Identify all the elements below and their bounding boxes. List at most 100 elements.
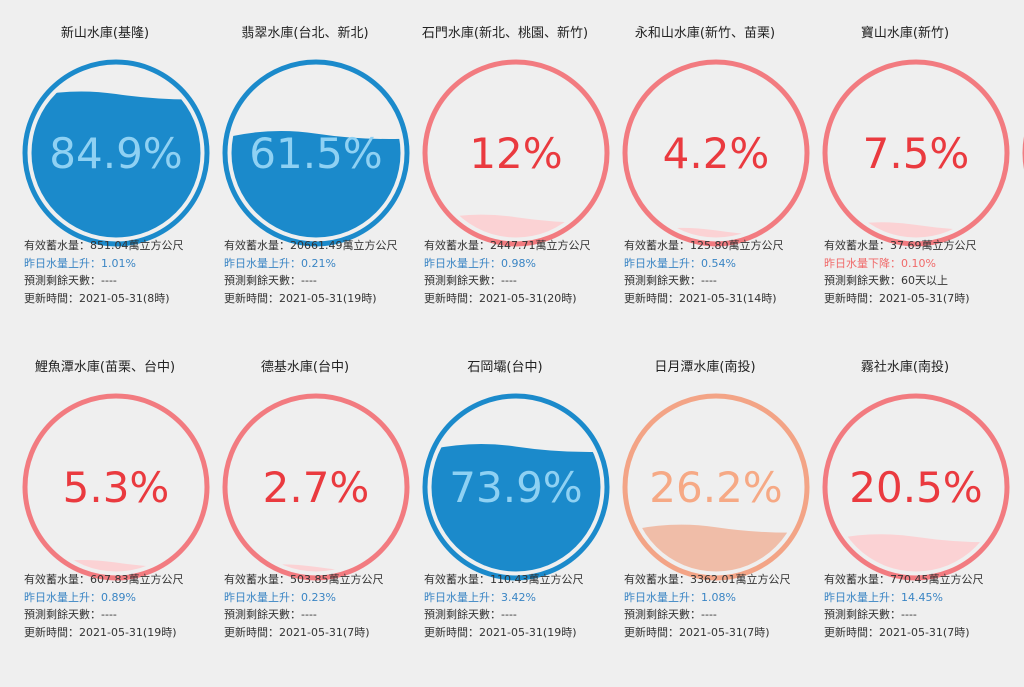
days-line-value: ---- [101, 608, 117, 622]
change-line: 昨日水量上升：0.89% [24, 589, 204, 607]
capacity-line-label: 有效蓄水量： [24, 239, 90, 252]
gauge-ring [22, 59, 210, 247]
capacity-line-label: 有效蓄水量： [424, 573, 490, 586]
reservoir-card: 翡翠水庫(台北、新北) 61.5% 有效蓄水量：20661.49萬立方公尺昨日水量上… [212, 22, 412, 342]
reservoir-info: 有效蓄水量：607.83萬立方公尺 昨日水量上升：0.89% 預測剩餘天數：----… [24, 571, 204, 641]
reservoir-card: 日月潭水庫(南投) 26.2% 有效蓄水量：3362.01萬立方公尺 昨日水量上升：1… [612, 356, 812, 676]
updated-line-label: 更新時間： [24, 291, 79, 305]
change-line-label: 昨日水量上升： [224, 590, 301, 604]
water-level-gauge [1022, 136, 1024, 170]
reservoir-card: 石岡壩(台中) 73.9% 有效蓄水量：110.43萬立方公尺 昨日水量上升：3.42… [412, 356, 612, 676]
capacity-line-value: 851.04萬立方公尺 [90, 239, 184, 252]
updated-line: 更新時間：2021-05-31(19時) [24, 624, 204, 642]
updated-line: 更新時間：2021-05-31(7時) [624, 624, 804, 642]
updated-line-label: 更新時間： [224, 625, 279, 639]
updated-line-value: 2021-05-31(19時) [479, 625, 577, 639]
updated-line-label: 更新時間： [824, 625, 879, 639]
updated-line-value: 2021-05-31(8時) [79, 291, 170, 305]
change-line-label: 昨日水量上升： [624, 590, 701, 604]
reservoir-card: 鯉魚潭水庫(苗栗、台中) 5.3% 有效蓄水量：607.83萬立方公尺 昨日水量上升：… [12, 356, 212, 676]
change-line-value: 0.10% [901, 256, 936, 270]
change-line: 昨日水量上升：1.01% [24, 255, 204, 273]
gauge-ring [222, 59, 410, 247]
capacity-line-value: 110.43萬立方公尺 [490, 573, 584, 586]
reservoir-info: 有效蓄水量：3362.01萬立方公尺 昨日水量上升：1.08% 預測剩餘天數：---… [624, 571, 804, 641]
reservoir-name: 寶山水庫(新竹) [860, 26, 950, 41]
water-level-gauge: 61.5% [222, 59, 410, 247]
days-line-value: ---- [501, 274, 517, 288]
reservoir-name: 翡翠水庫(台北、新北) [241, 26, 369, 41]
water-level-gauge: 20.5% [822, 393, 1010, 581]
water-fill [431, 214, 601, 238]
water-fill [431, 444, 601, 572]
capacity-line: 有效蓄水量：3362.01萬立方公尺 [624, 571, 804, 589]
reservoir-info: 有效蓄水量：770.45萬立方公尺 昨日水量上升：14.45% 預測剩餘天數：---… [824, 571, 1004, 641]
reservoir-info: 有效蓄水量：2447.71萬立方公尺 昨日水量上升：0.98% 預測剩餘天數：---… [424, 237, 604, 307]
percent-label: 7.5% [863, 129, 970, 178]
updated-line: 更新時間：2021-05-31(19時) [424, 624, 604, 642]
updated-line-value: 2021-05-31(7時) [279, 625, 370, 639]
updated-line: 更新時間：2021-05-31(7時) [224, 624, 404, 642]
percent-label: 20.5% [849, 463, 982, 512]
days-line: 預測剩餘天數：---- [824, 606, 1004, 624]
reservoir-card [1012, 22, 1024, 342]
water-fill [31, 91, 201, 238]
days-line: 預測剩餘天數：---- [424, 272, 604, 290]
reservoir-info: 有效蓄水量：20661.49萬立方公尺 昨日水量上升：0.21% 預測剩餘天數：--… [224, 237, 404, 307]
percent-label: 5.3% [63, 463, 170, 512]
capacity-line: 有效蓄水量：770.45萬立方公尺 [824, 571, 1004, 589]
days-line: 預測剩餘天數：---- [624, 606, 804, 624]
updated-line-value: 2021-05-31(14時) [679, 291, 777, 305]
gauge-ring [622, 393, 810, 581]
reservoir-card: 新山水庫(基隆) 84.9% 有效蓄水量：851.04萬立方公尺 昨日水量上升：1.0… [12, 22, 212, 342]
gauge-ring [22, 393, 210, 581]
change-line: 昨日水量上升：0.21% [224, 255, 404, 273]
change-line: 昨日水量上升：0.23% [224, 589, 404, 607]
days-line-label: 預測剩餘天數： [424, 274, 501, 288]
water-level-gauge: 2.7% [222, 393, 410, 581]
capacity-line-label: 有效蓄水量： [224, 239, 290, 252]
capacity-line-value: 20661.49萬立方公尺 [290, 239, 398, 252]
days-line-value: ---- [901, 608, 917, 622]
reservoir-name: 鯉魚潭水庫(苗栗、台中) [34, 360, 176, 375]
gauge-ring [822, 393, 1010, 581]
days-line-value: ---- [501, 608, 517, 622]
updated-line-label: 更新時間： [624, 291, 679, 305]
reservoir-card: 寶山水庫(新竹) 7.5% 有效蓄水量：37.69萬立方公尺 昨日水量下降：0.10%… [812, 22, 1012, 342]
capacity-line-value: 770.45萬立方公尺 [890, 573, 984, 586]
updated-line-label: 更新時間： [424, 625, 479, 639]
capacity-line: 有效蓄水量：607.83萬立方公尺 [24, 571, 204, 589]
days-line: 預測剩餘天數：---- [24, 272, 204, 290]
gauge-ring [622, 59, 810, 247]
change-line-label: 昨日水量上升： [624, 256, 701, 270]
reservoir-info: 有效蓄水量：110.43萬立方公尺 昨日水量上升：3.42% 預測剩餘天數：----… [424, 571, 604, 641]
reservoir-name: 德基水庫(台中) [260, 360, 350, 375]
updated-line-value: 2021-05-31(19時) [279, 291, 377, 305]
updated-line: 更新時間：2021-05-31(19時) [224, 290, 404, 308]
updated-line: 更新時間：2021-05-31(14時) [624, 290, 804, 308]
change-line: 昨日水量下降：0.10% [824, 255, 1004, 273]
days-line: 預測剩餘天數：60天以上 [824, 272, 1004, 290]
days-line-label: 預測剩餘天數： [224, 608, 301, 622]
reservoir-info: 有效蓄水量：125.80萬立方公尺 昨日水量上升：0.54% 預測剩餘天數：----… [624, 237, 804, 307]
reservoir-card: 霧社水庫(南投) 20.5% 有效蓄水量：770.45萬立方公尺 昨日水量上升：14.… [812, 356, 1012, 676]
capacity-line-value: 607.83萬立方公尺 [90, 573, 184, 586]
days-line-label: 預測剩餘天數： [24, 274, 101, 288]
reservoir-card: 永和山水庫(新竹、苗栗) 4.2% 有效蓄水量：125.80萬立方公尺 昨日水量上升：… [612, 22, 812, 342]
change-line-value: 0.23% [301, 590, 336, 604]
days-line-value: ---- [301, 274, 317, 288]
days-line-value: ---- [701, 608, 717, 622]
updated-line-value: 2021-05-31(20時) [479, 291, 577, 305]
reservoir-name: 石門水庫(新北、桃園、新竹) [421, 26, 589, 41]
reservoir-info: 有效蓄水量：503.85萬立方公尺 昨日水量上升：0.23% 預測剩餘天數：----… [224, 571, 404, 641]
percent-label: 84.9% [49, 129, 182, 178]
water-level-gauge: 12% [422, 59, 610, 247]
percent-label: 4.2% [663, 129, 770, 178]
updated-line: 更新時間：2021-05-31(20時) [424, 290, 604, 308]
updated-line-label: 更新時間： [224, 291, 279, 305]
change-line: 昨日水量上升：0.54% [624, 255, 804, 273]
change-line-label: 昨日水量上升： [24, 256, 101, 270]
capacity-line-value: 503.85萬立方公尺 [290, 573, 384, 586]
change-line-label: 昨日水量下降： [824, 256, 901, 270]
